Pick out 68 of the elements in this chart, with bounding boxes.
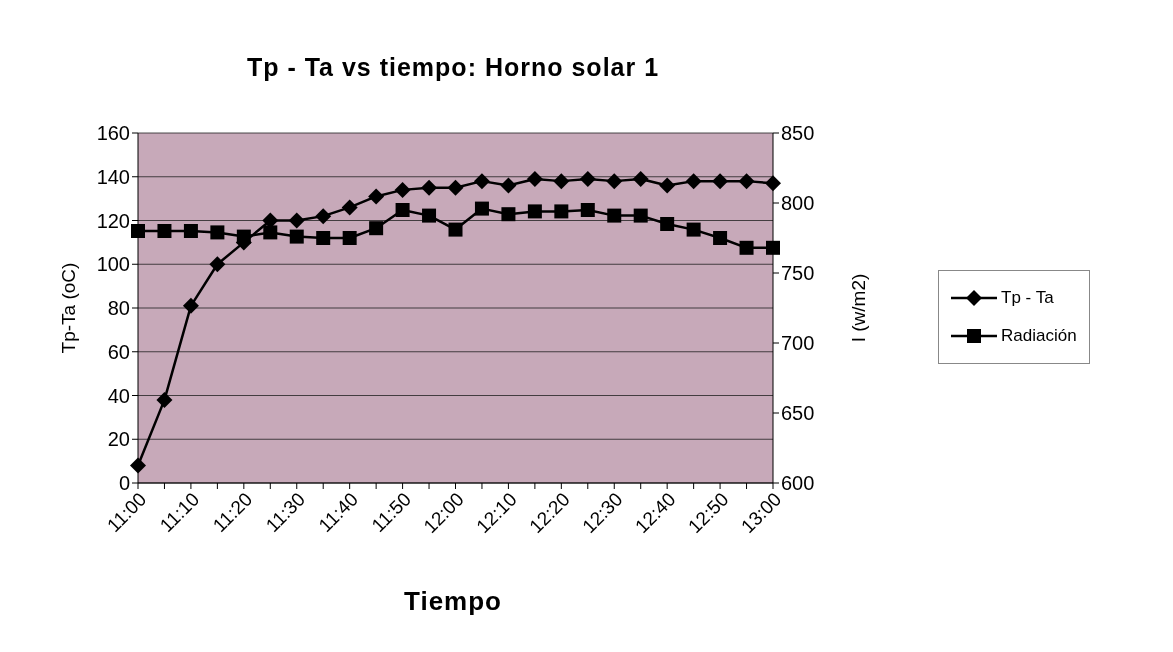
y-tick-label: 160 [96, 122, 130, 145]
y-tick-label: 20 [107, 428, 130, 451]
y-tick-label: 0 [118, 472, 130, 495]
point [606, 173, 623, 190]
point [342, 231, 357, 245]
point [182, 297, 199, 314]
point [316, 231, 331, 245]
point [500, 177, 517, 194]
y2-tick-label: 750 [781, 262, 815, 285]
point [739, 240, 754, 255]
legend-label: Tp - Ta [1001, 288, 1054, 308]
point [289, 229, 304, 244]
point [712, 173, 729, 190]
chart-title: Tp - Ta vs tiempo: Horno solar 1 [245, 53, 661, 82]
point [474, 201, 489, 216]
point [554, 204, 569, 219]
y-tick-label: 140 [96, 165, 130, 188]
y-tick-label: 40 [107, 384, 130, 407]
point [156, 391, 173, 408]
point [394, 181, 411, 198]
y-tick-label: 80 [107, 297, 130, 320]
point [633, 208, 648, 223]
point [660, 217, 675, 231]
y2-axis-title: I (w/m2) [847, 273, 869, 343]
x-axis-title: Tiempo [403, 586, 503, 617]
point [738, 173, 755, 190]
y-tick-label: 60 [107, 340, 130, 363]
y-tick-label: 100 [96, 253, 130, 276]
point [685, 173, 702, 190]
point [553, 173, 570, 190]
y2-tick-label: 600 [781, 472, 815, 495]
y-axis-title: Tp-Ta (oC) [57, 262, 79, 354]
point [473, 173, 490, 190]
point [448, 222, 463, 237]
point [131, 224, 145, 238]
point [315, 208, 332, 225]
point [766, 240, 780, 255]
point [526, 170, 543, 187]
y2-tick-label: 650 [781, 402, 815, 425]
point [686, 222, 701, 237]
point [263, 225, 278, 240]
y2-tick-label: 800 [781, 192, 815, 215]
point [395, 203, 410, 217]
y2-tick-label: 700 [781, 332, 815, 355]
point [209, 256, 226, 273]
y-tick-label: 120 [96, 209, 130, 232]
legend-label: Radiación [1001, 326, 1077, 346]
point [341, 199, 358, 216]
point [368, 188, 385, 205]
point [713, 231, 728, 245]
point [288, 212, 305, 229]
point [130, 457, 146, 474]
y2-tick-label: 850 [781, 122, 815, 145]
point [659, 177, 676, 194]
point [421, 179, 438, 196]
point [422, 208, 437, 223]
point [501, 207, 516, 222]
point [607, 208, 622, 223]
point [632, 170, 649, 187]
point [527, 204, 542, 219]
point [579, 170, 596, 187]
point [447, 179, 464, 196]
point [765, 175, 781, 192]
point [580, 203, 595, 217]
point [369, 221, 384, 236]
point [210, 225, 225, 240]
point [183, 224, 198, 238]
point [157, 224, 172, 238]
